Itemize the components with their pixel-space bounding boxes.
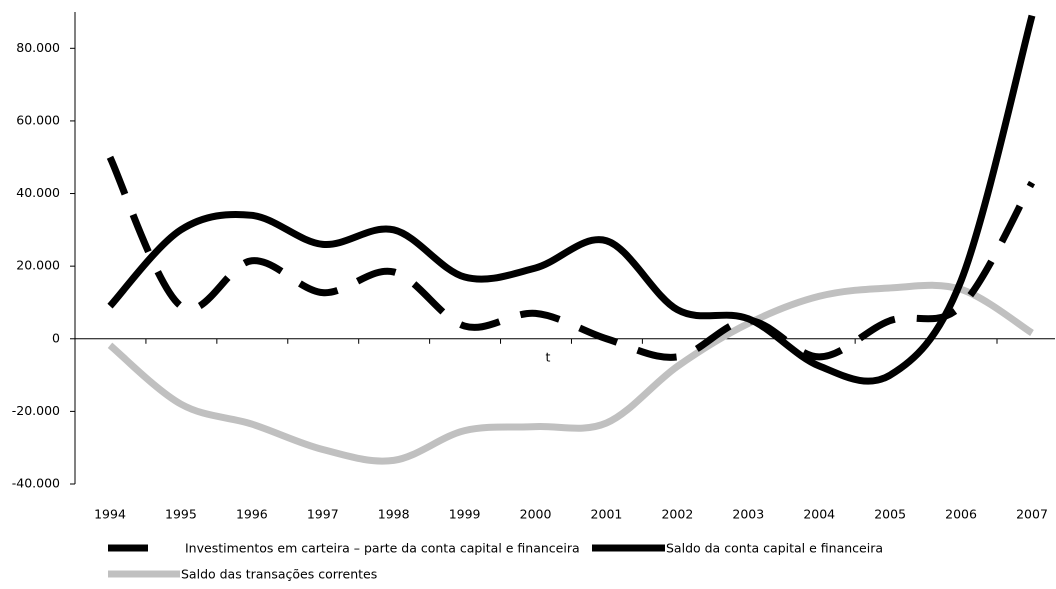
y-tick-label: -40.000 bbox=[12, 476, 60, 491]
series-line bbox=[107, 281, 1034, 465]
legend-label: Saldo das transações correntes bbox=[181, 567, 377, 582]
x-tick-label: 2006 bbox=[945, 507, 977, 522]
y-tick-label: 40.000 bbox=[16, 185, 60, 200]
x-tick-label: 1997 bbox=[307, 507, 339, 522]
x-tick-label: 2005 bbox=[874, 507, 906, 522]
x-tick-label: 1995 bbox=[165, 507, 197, 522]
x-tick-label: 2003 bbox=[732, 507, 764, 522]
legend-label: Saldo da conta capital e financeira bbox=[666, 541, 883, 556]
x-tick-label: 2001 bbox=[591, 507, 623, 522]
x-tick-label: 1994 bbox=[94, 507, 126, 522]
y-tick-label: 80.000 bbox=[16, 40, 60, 55]
x-tick-label: 1996 bbox=[236, 507, 268, 522]
legend-label: Investimentos em carteira – parte da con… bbox=[185, 541, 580, 556]
y-tick-label: 60.000 bbox=[16, 112, 60, 127]
x-tick-label: 2007 bbox=[1016, 507, 1048, 522]
x-tick-label: 2004 bbox=[803, 507, 835, 522]
y-tick-label: -20.000 bbox=[12, 403, 60, 418]
y-tick-label: 0 bbox=[52, 330, 60, 345]
series-line bbox=[107, 14, 1036, 385]
x-tick-label: 1998 bbox=[378, 507, 410, 522]
x-tick-label: 1999 bbox=[449, 507, 481, 522]
x-tick-label: 2002 bbox=[661, 507, 693, 522]
annotation: t bbox=[546, 350, 551, 365]
x-tick-label: 2000 bbox=[520, 507, 552, 522]
y-tick-label: 20.000 bbox=[16, 258, 60, 273]
series-line bbox=[106, 155, 1036, 361]
